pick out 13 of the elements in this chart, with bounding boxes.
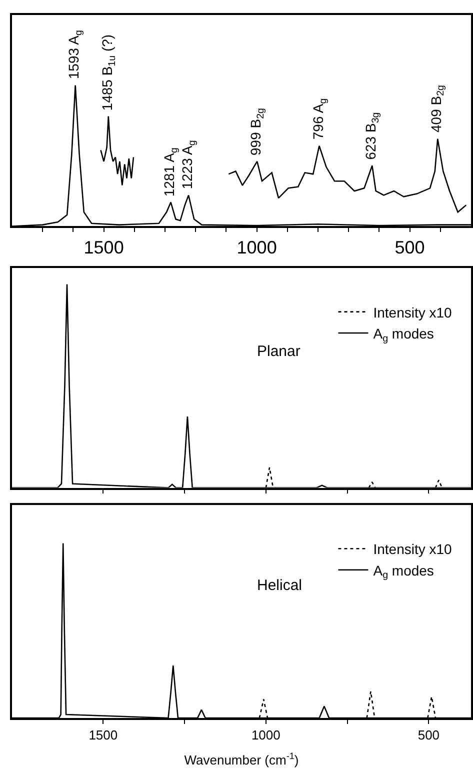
legend-label: Intensity x10 [373,541,452,558]
legend-label: A$_{g}$ modes [373,325,434,344]
annotation: Planar [257,343,300,360]
x-tick-label: 500 [418,727,440,742]
x-tick-label: 1000 [236,238,277,258]
x-tick-label: 1000 [251,727,280,742]
annotation: Helical [257,577,302,594]
x-axis-title: Wavenumber (cm$^{-1}$) [184,751,299,768]
x-tick-label: 1500 [84,238,124,258]
x-tick-label: 1500 [88,727,118,742]
x-tick-label: 500 [394,238,425,258]
legend-label: A$_{g}$ modes [373,562,434,582]
legend-label: Intensity x10 [373,304,452,320]
